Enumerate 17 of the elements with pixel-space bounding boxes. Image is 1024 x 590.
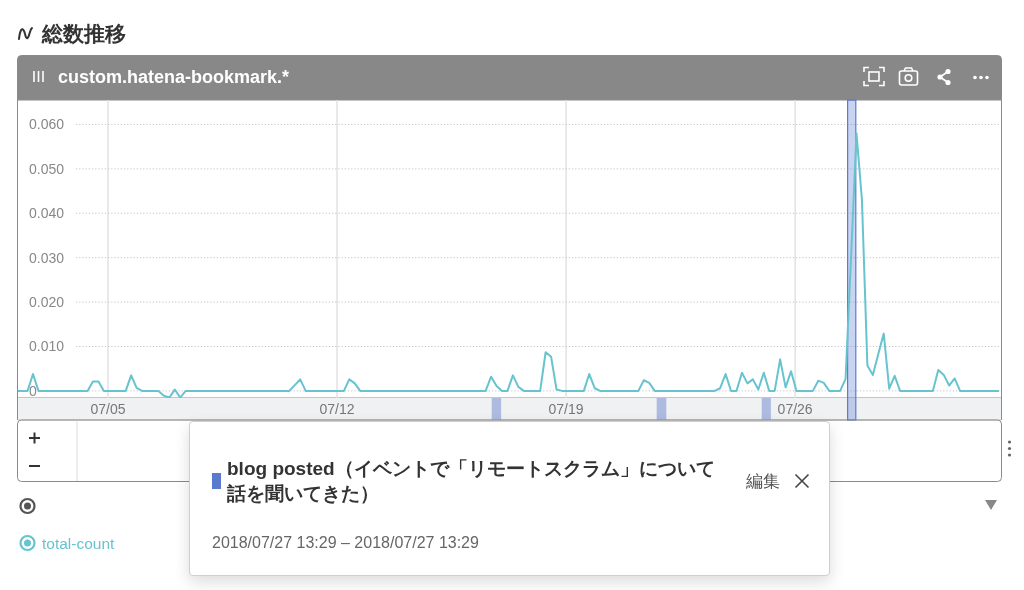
x-tick-label: 07/19 (548, 401, 584, 417)
y-tick-label: 0.050 (29, 160, 65, 177)
text: 2018/07/27 13:29 – 2018/07/27 13:29 (212, 534, 479, 552)
chart-title: 総数推移 (41, 22, 126, 45)
y-tick-label: 0.030 (29, 249, 65, 266)
x-tick-label: 07/05 (90, 401, 126, 417)
legend-label: blog posted（イベントで「リモートスクラム」について話を聞いてきた） (227, 457, 716, 506)
y-tick-label: 0 (29, 382, 37, 399)
x-tick-label: 07/26 (777, 401, 813, 417)
y-tick-label: 0.010 (29, 338, 65, 355)
legend-label: total-count (42, 534, 116, 552)
y-tick-label: 0.060 (29, 116, 65, 133)
y-tick-label: 0.020 (29, 294, 65, 311)
y-tick-label: 0.040 (29, 205, 65, 222)
text: 編集 (746, 470, 780, 493)
chart-subtitle: custom.hatena-bookmark.* (58, 67, 290, 87)
x-tick-label: 07/12 (319, 401, 355, 417)
